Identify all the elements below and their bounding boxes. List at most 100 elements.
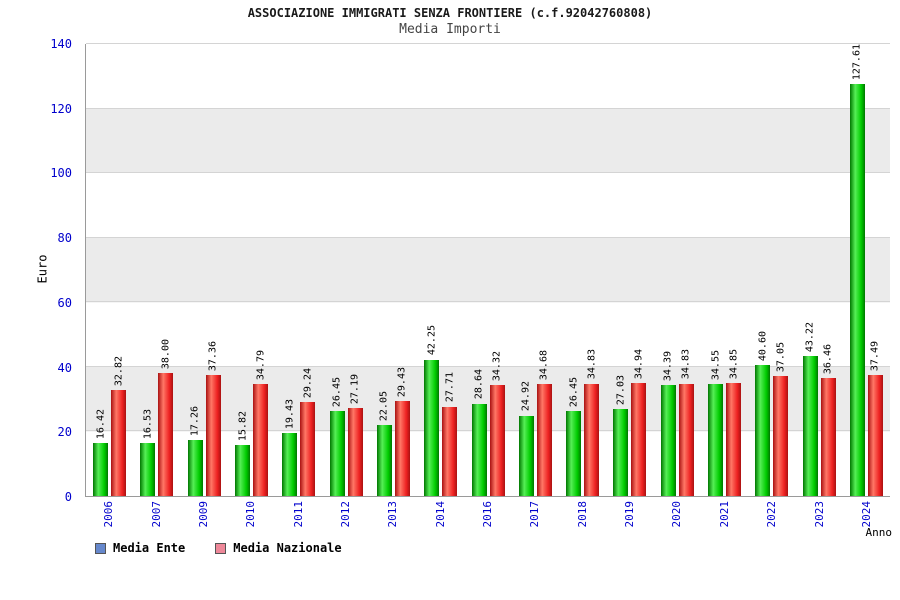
bar-group: 127.61 37.49 [843, 44, 890, 496]
legend-item: Media Ente [95, 541, 185, 555]
gridline [86, 365, 890, 367]
bar-media-ente: 34.39 [660, 351, 676, 496]
value-label: 37.49 [869, 340, 881, 371]
bar-group: 27.03 34.94 [606, 44, 653, 496]
value-label: 19.43 [284, 399, 296, 430]
value-label: 22.05 [378, 390, 390, 421]
y-axis-ticks: 0 20 40 60 80 100 120 140 [0, 37, 78, 504]
value-label: 34.85 [728, 349, 739, 380]
bar-group: 42.25 27.71 [417, 44, 464, 496]
bar-media-ente: 17.26 [187, 406, 203, 496]
bar-group: 34.39 34.83 [654, 44, 701, 496]
x-tick-cell: 2019 [606, 501, 653, 528]
bar-media-ente: 127.61 [849, 44, 865, 496]
bar-media-ente: 26.45 [329, 377, 345, 496]
x-tick-cell: 2020 [653, 501, 700, 528]
bar-media-nazionale: 36.46 [820, 344, 836, 496]
x-tick-label: 2021 [717, 501, 731, 528]
value-label: 29.24 [302, 367, 314, 398]
bar-group: 34.55 34.85 [701, 44, 748, 496]
x-tick-cell: 2016 [464, 501, 511, 528]
gridline [86, 430, 890, 432]
x-tick-label: 2019 [623, 501, 637, 528]
x-tick-label: 2007 [149, 501, 163, 528]
y-tick-label: 120 [50, 101, 72, 116]
x-tick-cell: 2018 [559, 501, 606, 528]
value-label: 27.03 [615, 374, 627, 405]
x-tick-cell: 2011 [274, 501, 321, 528]
x-tick-cell: 2014 [417, 501, 464, 528]
gridline [86, 236, 890, 238]
x-tick-cell: 2009 [180, 501, 227, 528]
legend: Media Ente Media Nazionale [95, 541, 342, 555]
value-label: 16.42 [95, 408, 107, 439]
bar-media-ente: 42.25 [424, 325, 440, 496]
x-axis-ticks: 2006 2007 2009 2010 2011 2012 2013 2014 2016 2017… [85, 501, 890, 528]
bar-media-ente: 16.42 [93, 409, 109, 496]
bar-media-ente: 40.60 [755, 331, 771, 496]
bar-group: 16.53 38.00 [133, 44, 180, 496]
value-label: 34.94 [633, 349, 645, 380]
value-label: 40.60 [757, 330, 769, 361]
x-tick-label: 2012 [338, 501, 352, 528]
bar-media-nazionale: 29.24 [300, 368, 316, 496]
y-tick-label: 140 [50, 37, 72, 51]
x-tick-cell: 2017 [511, 501, 558, 528]
value-label: 127.61 [851, 43, 863, 81]
bar-media-nazionale: 34.85 [726, 349, 741, 496]
y-tick-label: 0 [64, 490, 72, 504]
plot-area: 16.42 32.82 16.53 38.00 17.26 37.36 15.82 34.79… [85, 43, 890, 497]
bar-media-ente: 34.55 [708, 350, 723, 496]
gridline [86, 43, 890, 44]
value-label: 16.53 [142, 408, 154, 439]
gridline [86, 107, 890, 109]
value-label: 34.39 [662, 350, 674, 381]
x-tick-label: 2022 [765, 501, 779, 528]
y-tick-label: 60 [57, 295, 72, 310]
bar-group: 16.42 32.82 [86, 44, 133, 496]
chart-subtitle: Media Importi [399, 22, 501, 37]
legend-swatch-media-nazionale [215, 542, 227, 554]
bar-media-nazionale: 38.00 [158, 339, 174, 496]
value-label: 42.25 [426, 325, 438, 356]
bar-group: 43.22 36.46 [795, 44, 842, 496]
bar-group: 26.45 34.83 [559, 44, 606, 496]
value-label: 24.92 [520, 381, 532, 412]
x-tick-cell: 2012 [322, 501, 369, 528]
bar-group: 40.60 37.05 [748, 44, 795, 496]
value-label: 27.71 [444, 372, 456, 403]
bar-media-nazionale: 37.05 [773, 342, 789, 496]
value-label: 34.32 [491, 351, 503, 382]
value-label: 32.82 [113, 355, 125, 387]
bar-media-nazionale: 34.94 [631, 349, 647, 496]
x-tick-cell: 2006 [85, 501, 132, 528]
value-label: 34.83 [586, 349, 598, 380]
value-label: 38.00 [160, 339, 172, 370]
x-tick-label: 2018 [575, 501, 589, 528]
chart-title: ASSOCIAZIONE IMMIGRATI SENZA FRONTIERE (… [247, 6, 653, 20]
x-tick-cell: 2021 [701, 501, 748, 528]
bar-media-ente: 24.92 [518, 381, 534, 496]
value-label: 26.45 [568, 376, 580, 407]
bar-media-ente: 22.05 [376, 391, 392, 496]
legend-swatch-media-ente [95, 542, 106, 554]
value-label: 15.82 [237, 410, 249, 441]
bar-group: 22.05 29.43 [370, 44, 417, 496]
legend-label: Media Nazionale [233, 541, 342, 555]
x-tick-label: 2011 [291, 501, 305, 528]
bar-media-nazionale: 34.83 [584, 349, 600, 496]
bar-media-nazionale: 34.68 [536, 350, 552, 496]
x-axis-label: Anno [865, 526, 893, 539]
value-label: 34.55 [710, 350, 721, 381]
x-tick-label: 2006 [102, 501, 116, 528]
bar-group: 15.82 34.79 [228, 44, 275, 496]
y-tick-label: 100 [50, 166, 72, 181]
x-tick-label: 2024 [859, 501, 873, 528]
value-label: 28.64 [473, 369, 485, 400]
bar-media-nazionale: 34.83 [678, 349, 694, 496]
value-label: 37.05 [775, 342, 787, 373]
bar-groups: 16.42 32.82 16.53 38.00 17.26 37.36 15.82 34.79… [86, 44, 890, 496]
gridline [86, 301, 890, 303]
bar-media-nazionale: 34.79 [253, 350, 269, 496]
x-tick-label: 2016 [481, 501, 495, 528]
